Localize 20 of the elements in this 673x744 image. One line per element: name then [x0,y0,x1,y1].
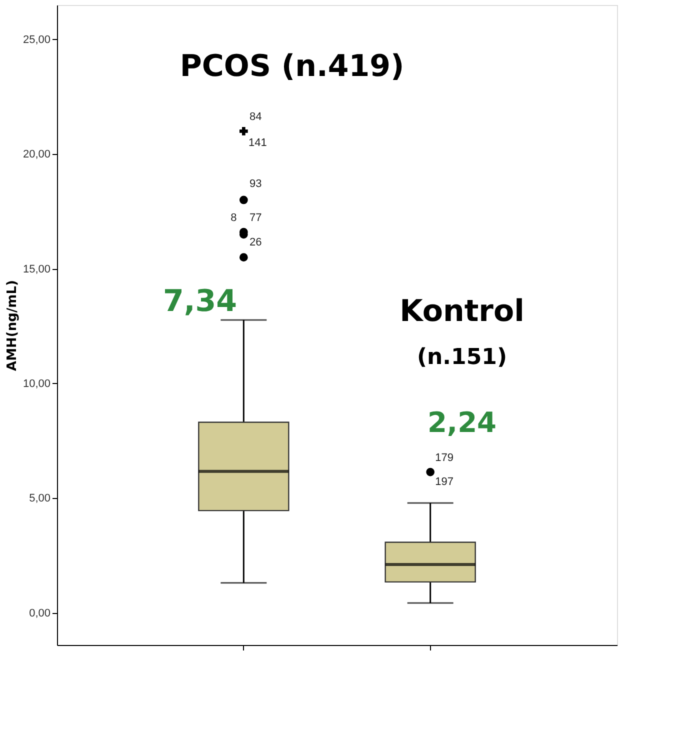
annotation: 197 [435,476,454,488]
annotation: 93 [250,178,262,190]
annotation: 26 [250,236,262,248]
annotation: (n.151) [416,345,508,370]
annotation: 8 [230,212,237,224]
annotation: 2,24 [427,406,497,439]
annotation: 179 [435,452,454,464]
y-tick-label: 20,00 [22,148,50,161]
annotation: 77 [250,212,262,224]
annotation: Kontrol [400,294,524,329]
y-tick-label: 25,00 [22,34,50,46]
annotation: 141 [248,137,267,150]
y-tick-label: 15,00 [22,263,50,276]
y-axis-title: AMH(ng/mL) [4,280,20,371]
y-tick-label: 0,00 [29,607,50,620]
annotation: 84 [250,111,262,124]
y-tick-label: 10,00 [22,378,50,390]
annotation: PCOS (n.419) [180,49,404,84]
annotation: 7,34 [162,284,238,319]
y-tick-label: 5,00 [29,492,50,505]
